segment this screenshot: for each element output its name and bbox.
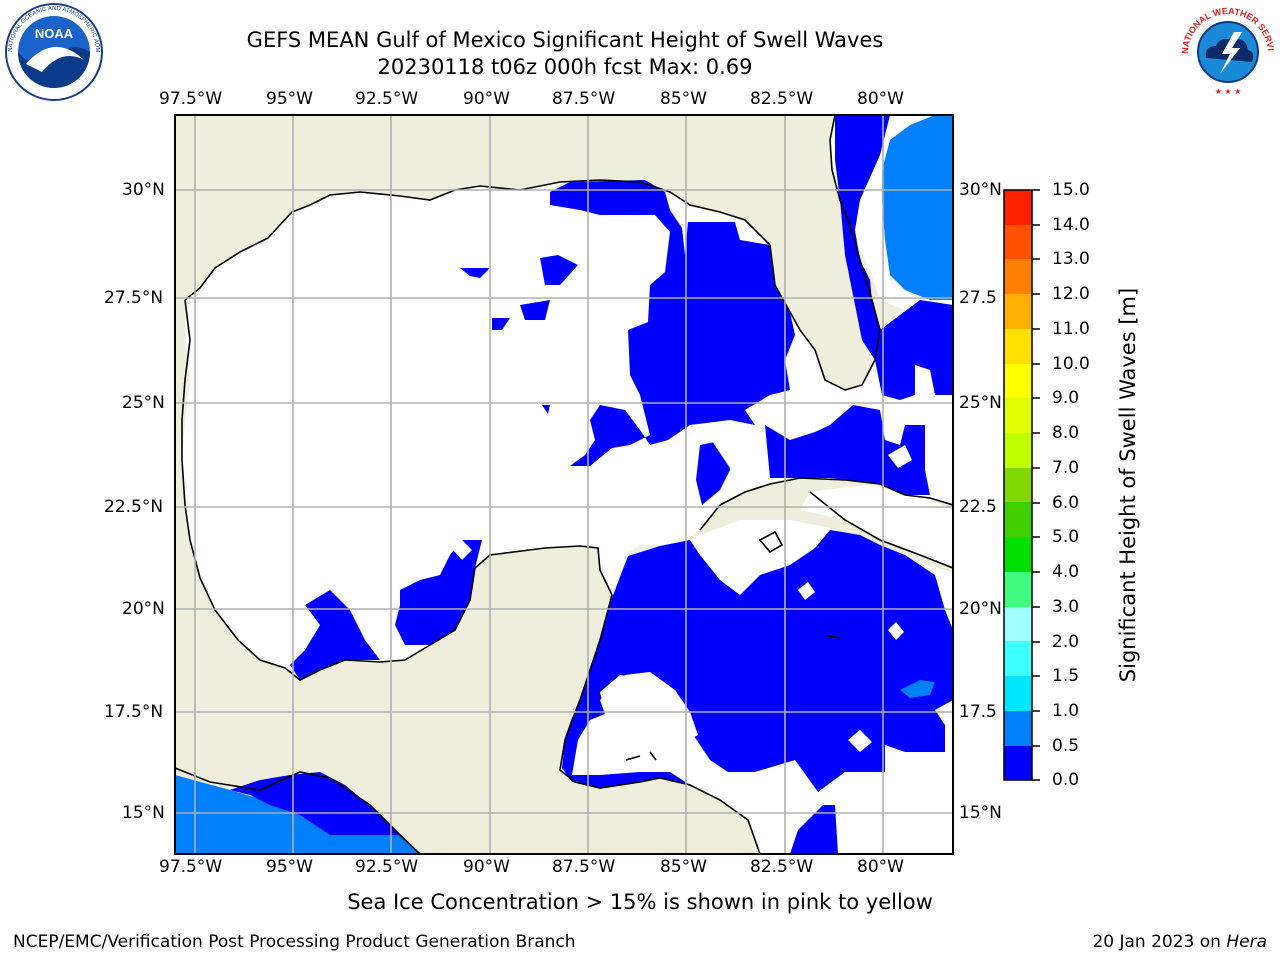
colorbar-bin-10 (1004, 398, 1032, 433)
lat-tick-left-5: 17.5°N (104, 702, 164, 722)
colorbar-bin-12 (1004, 329, 1032, 364)
colorbar-bin-14 (1004, 259, 1032, 294)
colorbar-tick-1: 14.0 (1052, 215, 1090, 235)
colorbar-tick-12: 3.0 (1052, 597, 1080, 617)
lat-tick-left-4: 20°N (122, 599, 165, 619)
map-frame (174, 114, 954, 855)
footer-host: Hera (1226, 932, 1267, 952)
lat-tick-left-3: 22.5°N (104, 497, 164, 517)
sea-ice-note: Sea Ice Concentration > 15% is shown in … (347, 890, 933, 914)
lon-tick-top-7: 80°W (857, 89, 904, 109)
colorbar-tick-17: 0.0 (1052, 770, 1080, 790)
colorbar-bin-9 (1004, 433, 1032, 468)
colorbar-bin-6 (1004, 537, 1032, 572)
colorbar-bin-3 (1004, 641, 1032, 676)
colorbar-bin-15 (1004, 224, 1032, 259)
lon-tick-top-6: 82.5°W (750, 89, 814, 109)
colorbar-bin-7 (1004, 502, 1032, 537)
lat-tick-right-5: 17.5 (959, 702, 997, 722)
noaa-logo: NOAA NATIONAL OCEANIC AND ATMOSPHERIC AD… (2, 2, 103, 101)
lon-tick-top-2: 92.5°W (355, 89, 419, 109)
colorbar-frame (1003, 189, 1033, 781)
lon-tick-bottom-3: 90°W (463, 857, 510, 877)
lat-tick-left-6: 15°N (122, 803, 165, 823)
lon-tick-bottom-4: 87.5°W (552, 857, 616, 877)
colorbar-bin-2 (1004, 676, 1032, 711)
lon-tick-bottom-0: 97.5°W (159, 857, 223, 877)
lat-tick-right-1: 27.5 (959, 288, 997, 308)
colorbar-tick-11: 4.0 (1052, 562, 1080, 582)
caribbean-water (800, 485, 953, 568)
map-title: GEFS MEAN Gulf of Mexico Significant Hei… (246, 28, 884, 52)
colorbar-tick-8: 7.0 (1052, 458, 1080, 478)
lon-tick-top-3: 90°W (463, 89, 510, 109)
colorbar-bin-8 (1004, 467, 1032, 502)
footer-date: 20 Jan 2023 on Hera (1092, 932, 1267, 952)
lon-tick-top-1: 95°W (266, 89, 313, 109)
footer-date-text: 20 Jan 2023 on (1092, 932, 1227, 952)
colorbar-tick-16: 0.5 (1052, 736, 1080, 756)
colorbar-label: Significant Height of Swell Waves [m] (1116, 287, 1140, 683)
colorbar-bin-4 (1004, 606, 1032, 641)
swell-field (230, 115, 953, 854)
lat-tick-left-0: 30°N (122, 180, 165, 200)
swell-mid-field (882, 115, 953, 698)
lat-tick-right-4: 20°N (959, 599, 1002, 619)
colorbar-bin-0 (1004, 745, 1032, 780)
colorbar-tick-2: 13.0 (1052, 249, 1090, 269)
colorbar-tick-5: 10.0 (1052, 354, 1090, 374)
colorbar-tick-14: 1.5 (1052, 666, 1080, 686)
lat-tick-right-0: 30°N (959, 180, 1002, 200)
map-subtitle: 20230118 t06z 000h fcst Max: 0.69 (377, 55, 753, 79)
colorbar-bin-1 (1004, 711, 1032, 746)
lon-tick-bottom-2: 92.5°W (355, 857, 419, 877)
colorbar-tick-9: 6.0 (1052, 493, 1080, 513)
colorbar-bin-16 (1004, 190, 1032, 225)
lon-tick-bottom-1: 95°W (266, 857, 313, 877)
colorbar-tick-13: 2.0 (1052, 632, 1080, 652)
colorbar-tick-3: 12.0 (1052, 284, 1090, 304)
colorbar-bin-5 (1004, 572, 1032, 607)
colorbar-tick-7: 8.0 (1052, 423, 1080, 443)
colorbar-tick-0: 15.0 (1052, 180, 1090, 200)
lat-tick-left-1: 27.5°N (104, 288, 164, 308)
noaa-logo-text: NOAA (35, 26, 74, 41)
colorbar-tick-4: 11.0 (1052, 319, 1090, 339)
colorbar-bin-13 (1004, 294, 1032, 329)
lon-tick-bottom-6: 82.5°W (750, 857, 814, 877)
footer-branch: NCEP/EMC/Verification Post Processing Pr… (13, 932, 576, 952)
lat-tick-right-3: 22.5 (959, 497, 997, 517)
swell-holes (453, 430, 912, 752)
lon-tick-top-4: 87.5°W (552, 89, 616, 109)
lon-tick-bottom-7: 80°W (857, 857, 904, 877)
graticule (175, 115, 953, 854)
lon-tick-top-5: 85°W (660, 89, 707, 109)
lat-tick-right-6: 15°N (959, 803, 1002, 823)
colorbar-bin-11 (1004, 363, 1032, 398)
colorbar-tick-6: 9.0 (1052, 388, 1080, 408)
colorbar-tick-15: 1.0 (1052, 701, 1080, 721)
colorbar-tick-10: 5.0 (1052, 527, 1080, 547)
lat-tick-left-2: 25°N (122, 393, 165, 413)
lat-tick-right-2: 25°N (959, 393, 1002, 413)
colorbar (1003, 189, 1040, 781)
coastlines (175, 115, 953, 854)
lon-tick-bottom-5: 85°W (660, 857, 707, 877)
svg-text:★ ★ ★: ★ ★ ★ (1215, 87, 1242, 96)
nws-logo: NATIONAL WEATHER SERVICE ★ ★ ★ (1176, 2, 1276, 100)
lon-tick-top-0: 97.5°W (159, 89, 223, 109)
